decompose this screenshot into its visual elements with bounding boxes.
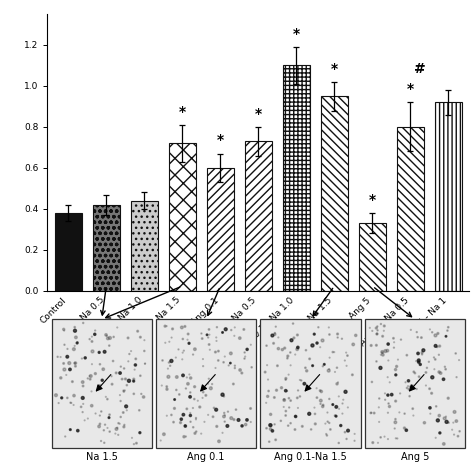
- Bar: [92, 205, 120, 291]
- Bar: [359, 223, 386, 291]
- Text: #: #: [414, 62, 426, 76]
- Bar: [435, 102, 462, 291]
- Point: [417, 78, 424, 86]
- Text: *: *: [407, 82, 414, 96]
- Bar: [169, 143, 196, 291]
- Text: *: *: [255, 107, 262, 121]
- Bar: [320, 96, 348, 291]
- Bar: [397, 127, 424, 291]
- Bar: [245, 141, 272, 291]
- Point: [463, 16, 471, 24]
- Text: Ang 5: Ang 5: [401, 452, 429, 462]
- Text: Ang 0.1-Na 1.5: Ang 0.1-Na 1.5: [274, 452, 347, 462]
- Bar: [207, 168, 234, 291]
- Text: Na 1.5: Na 1.5: [86, 452, 118, 462]
- Text: *: *: [293, 27, 300, 41]
- Bar: [55, 213, 82, 291]
- Bar: [283, 65, 310, 291]
- Bar: [131, 201, 158, 291]
- Text: *: *: [369, 193, 376, 207]
- Text: *: *: [217, 133, 224, 147]
- Text: Ang 0.1: Ang 0.1: [187, 452, 225, 462]
- Text: *: *: [331, 62, 338, 76]
- Text: *: *: [179, 105, 186, 118]
